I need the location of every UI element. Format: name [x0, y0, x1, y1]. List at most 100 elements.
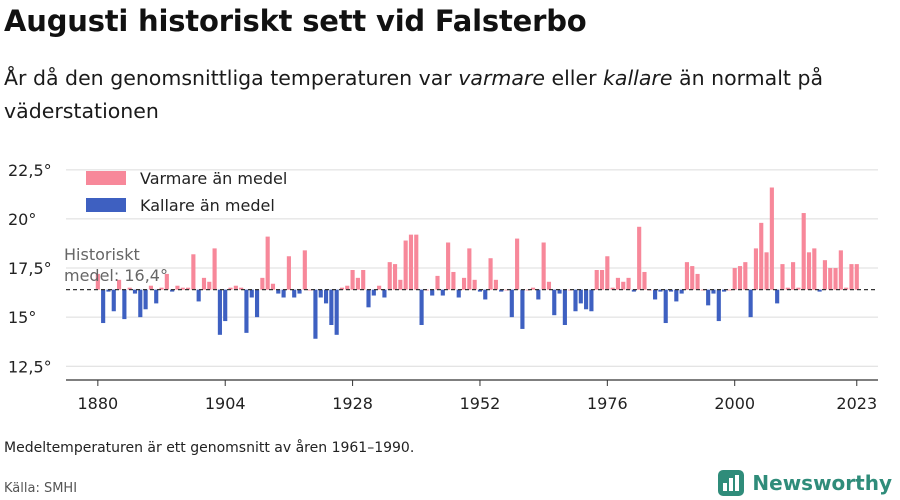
- bar-cold: [589, 289, 594, 312]
- bar-warm: [695, 273, 700, 290]
- bar-warm: [684, 262, 690, 290]
- bar-warm: [345, 285, 350, 290]
- bar-warm: [377, 285, 382, 290]
- bar-cold: [748, 289, 753, 318]
- bar-cold: [329, 289, 334, 325]
- bar-warm: [541, 242, 546, 290]
- bar-warm: [467, 248, 472, 290]
- bar-warm: [392, 264, 398, 290]
- bar-cold: [323, 289, 329, 304]
- bar-warm: [605, 256, 610, 290]
- bar-cold: [313, 289, 318, 339]
- bar-cold: [557, 289, 562, 294]
- bar-warm: [228, 287, 233, 290]
- bar-warm: [530, 287, 536, 290]
- bar-cold: [249, 289, 254, 298]
- legend: Varmare än medel Kallare än medel: [86, 166, 287, 220]
- bar-cold: [111, 289, 116, 312]
- grid-lines: [66, 169, 878, 367]
- y-tick-label: 17,5°: [8, 259, 52, 278]
- x-tick-label: 2023: [836, 394, 877, 413]
- bar-warm: [451, 271, 456, 290]
- bar-cold: [154, 289, 159, 304]
- bar-cold: [217, 289, 222, 335]
- y-tick-label: 22,5°: [8, 161, 52, 180]
- bar-warm: [201, 277, 207, 290]
- bar-warm: [239, 287, 244, 290]
- bar-cold: [562, 289, 567, 325]
- bar-warm: [626, 277, 631, 290]
- x-tick-label: 1928: [332, 394, 373, 413]
- bar-warm: [233, 285, 238, 290]
- bar-warm: [621, 281, 626, 290]
- bar-warm: [785, 287, 790, 290]
- x-tick-label: 1952: [460, 394, 501, 413]
- legend-label-cold: Kallare än medel: [140, 195, 275, 215]
- bar-cold: [430, 289, 435, 296]
- y-axis-labels: 12,5° 15° 17,5° 20° 22,5°: [8, 161, 52, 376]
- bar-warm: [403, 240, 408, 290]
- bar-warm: [270, 283, 276, 290]
- bar-warm: [833, 268, 838, 290]
- bar-cold: [658, 289, 663, 292]
- bar-warm: [164, 273, 169, 290]
- bar-warm: [743, 262, 748, 290]
- bar-warm: [727, 289, 732, 291]
- bar-cold: [170, 289, 175, 292]
- x-tick-label: 1904: [205, 394, 246, 413]
- bar-cold: [817, 289, 822, 292]
- bar-warm: [414, 234, 419, 290]
- bar-warm: [408, 234, 414, 290]
- bar-warm: [398, 279, 403, 290]
- legend-swatch-cold: [86, 198, 126, 212]
- mean-label: Historiskt medel: 16,4°: [64, 245, 168, 285]
- subtitle-part-1: År då den genomsnittliga temperaturen va…: [4, 66, 459, 90]
- bar-cold: [101, 289, 106, 324]
- bar-warm: [806, 252, 812, 290]
- bar-warm: [355, 277, 360, 290]
- bar-warm: [637, 226, 642, 290]
- bar-cold: [499, 289, 504, 292]
- bar-warm: [461, 277, 467, 290]
- subtitle-part-2: eller: [544, 66, 604, 90]
- bar-cold: [509, 289, 514, 318]
- bar-warm: [488, 258, 493, 290]
- mean-label-line: Historiskt: [64, 245, 140, 264]
- bar-warm: [504, 289, 509, 291]
- bar-warm: [737, 266, 743, 290]
- bar-cold: [663, 289, 668, 324]
- bar-cold: [318, 289, 323, 298]
- bar-cold: [679, 289, 684, 294]
- bar-warm: [446, 242, 451, 290]
- bar-warm: [260, 277, 265, 290]
- bar-cold: [371, 289, 376, 296]
- bar-warm: [191, 254, 196, 290]
- bar-warm: [759, 222, 764, 290]
- bar-cold: [456, 289, 461, 298]
- bar-cold: [132, 289, 138, 294]
- bar-warm: [546, 281, 552, 290]
- bar-cold: [668, 289, 674, 292]
- bar-warm: [127, 287, 132, 290]
- bar-cold: [477, 289, 483, 292]
- bar-cold: [536, 289, 541, 300]
- bar-cold: [711, 289, 716, 294]
- legend-label-warm: Varmare än medel: [140, 168, 288, 188]
- bar-warm: [854, 264, 859, 290]
- bar-warm: [642, 271, 647, 290]
- bar-warm: [690, 266, 695, 290]
- bar-cold: [143, 289, 148, 310]
- bar-cold: [244, 289, 249, 333]
- bar-warm: [796, 287, 801, 290]
- bar-warm: [769, 187, 774, 290]
- bar-warm: [339, 287, 345, 290]
- bar-warm: [812, 248, 817, 290]
- y-tick-label: 15°: [8, 308, 36, 327]
- bar-cold: [722, 289, 727, 292]
- bars: [95, 187, 859, 339]
- mean-label-line: medel: 16,4°: [64, 266, 168, 285]
- bar-warm: [387, 262, 392, 290]
- bar-chart-logo-icon: [718, 470, 745, 496]
- bar-warm: [175, 285, 180, 290]
- x-tick-label: 1976: [587, 394, 628, 413]
